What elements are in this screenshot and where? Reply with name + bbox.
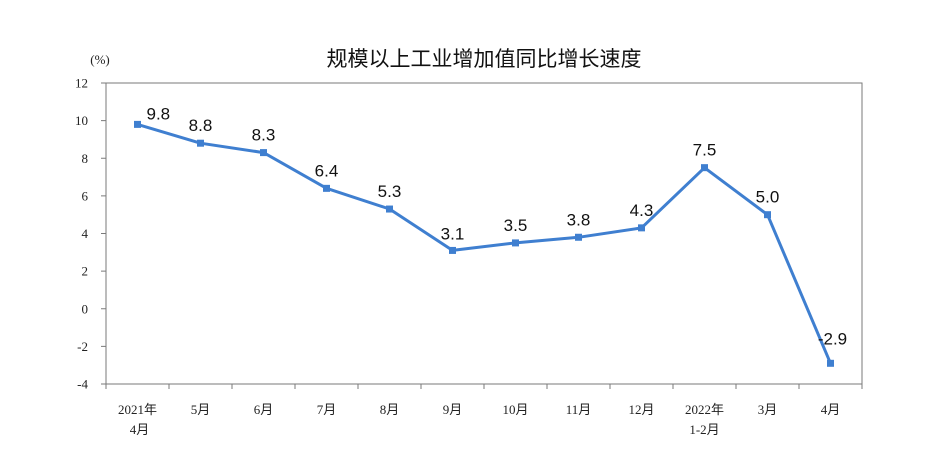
data-label: 5.0	[756, 188, 780, 207]
y-tick-label: 2	[82, 264, 89, 279]
x-tick-label: 8月	[380, 402, 400, 417]
data-point-marker	[134, 120, 141, 128]
x-tick-label: 1-2月	[689, 422, 719, 437]
data-point-marker	[638, 224, 645, 232]
data-label: 7.5	[693, 141, 717, 160]
data-point-marker	[197, 139, 204, 147]
data-point-marker	[827, 359, 834, 367]
y-tick-label: -2	[77, 339, 88, 354]
x-tick-label: 6月	[254, 402, 274, 417]
y-tick-label: 0	[82, 301, 89, 316]
data-label: 4.3	[630, 201, 654, 220]
x-tick-label: 4月	[821, 402, 841, 417]
data-point-marker	[386, 205, 393, 213]
x-tick-label: 9月	[443, 402, 463, 417]
y-tick-label: 10	[75, 113, 88, 128]
data-point-marker	[449, 246, 456, 254]
x-tick-label: 5月	[191, 402, 211, 417]
x-tick-label: 4月	[130, 422, 150, 437]
series-line	[136, 122, 832, 365]
y-tick-label: -4	[77, 377, 88, 392]
data-point-marker	[323, 184, 330, 192]
data-point-marker	[512, 239, 519, 247]
data-label: 6.4	[315, 161, 339, 180]
x-tick-label: 7月	[317, 402, 337, 417]
data-label: 3.5	[504, 216, 528, 235]
plot-area-frame	[105, 82, 863, 385]
x-tick-label: 10月	[502, 402, 528, 417]
y-tick-label: 12	[75, 76, 88, 91]
data-label: 9.8	[147, 104, 171, 123]
data-label: 8.3	[252, 126, 276, 145]
data-point-marker	[701, 164, 708, 172]
data-point-marker	[575, 233, 582, 241]
y-axis-unit: (%)	[90, 52, 110, 67]
chart-title: 规模以上工业增加值同比增长速度	[327, 47, 642, 71]
data-point-marker	[764, 211, 771, 219]
y-tick-label: 4	[82, 226, 89, 241]
x-tick-label: 2022年	[685, 402, 724, 417]
data-label: -2.9	[818, 329, 847, 348]
data-label: 3.8	[567, 210, 591, 229]
x-tick-label: 12月	[628, 402, 654, 417]
x-tick-label: 11月	[566, 402, 592, 417]
data-label: 8.8	[189, 116, 213, 135]
y-tick-label: 8	[82, 151, 89, 166]
x-tick-label: 3月	[758, 402, 778, 417]
x-tick-label: 2021年	[118, 402, 157, 417]
data-label: 3.1	[441, 224, 465, 243]
data-point-marker	[260, 149, 267, 157]
data-label: 5.3	[378, 182, 402, 201]
y-tick-label: 6	[82, 188, 89, 203]
